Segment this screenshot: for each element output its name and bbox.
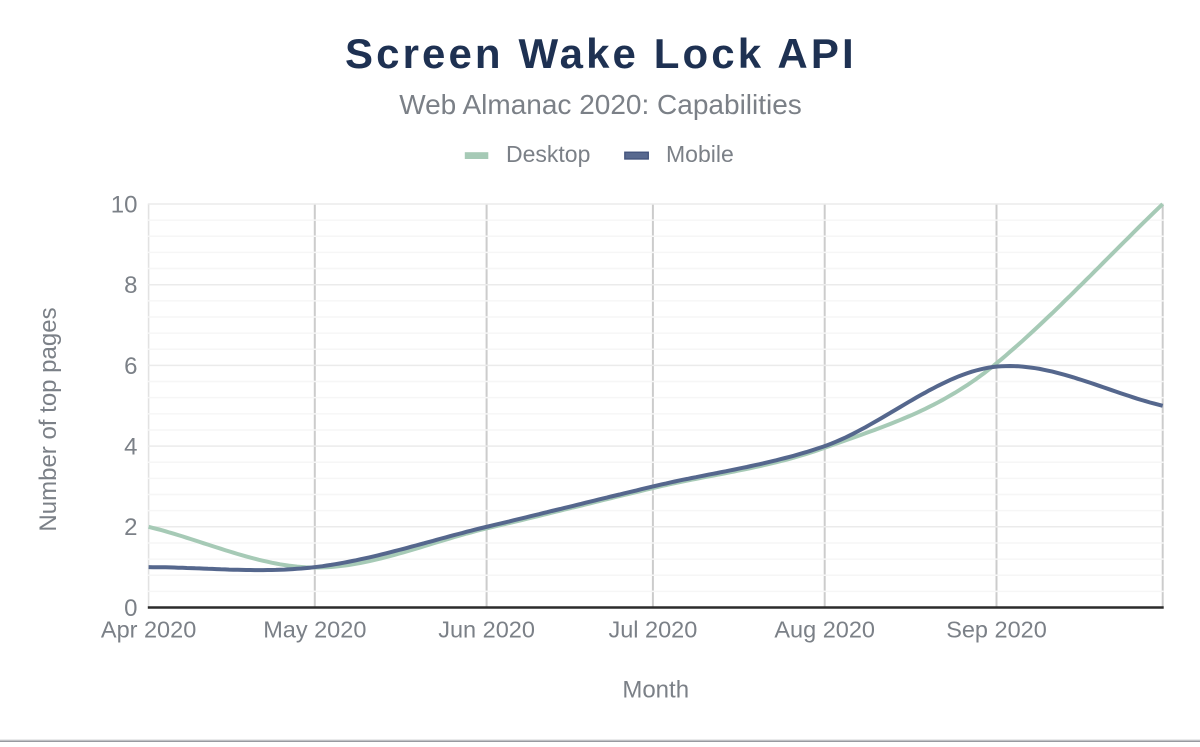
- svg-text:May 2020: May 2020: [263, 617, 366, 643]
- svg-text:Month: Month: [622, 677, 689, 704]
- svg-text:Number of top pages: Number of top pages: [35, 307, 62, 531]
- svg-text:Jun 2020: Jun 2020: [438, 617, 535, 643]
- svg-text:6: 6: [124, 353, 137, 380]
- svg-text:Desktop: Desktop: [506, 141, 590, 167]
- svg-text:Mobile: Mobile: [666, 141, 734, 167]
- svg-text:Jul 2020: Jul 2020: [608, 617, 697, 643]
- svg-text:Sep 2020: Sep 2020: [946, 617, 1047, 643]
- svg-text:10: 10: [111, 191, 138, 218]
- svg-text:Aug 2020: Aug 2020: [774, 617, 875, 643]
- svg-text:Screen Wake Lock API: Screen Wake Lock API: [345, 30, 857, 77]
- svg-text:2: 2: [124, 514, 137, 541]
- svg-text:Web Almanac 2020: Capabilities: Web Almanac 2020: Capabilities: [399, 89, 802, 120]
- svg-text:4: 4: [124, 434, 137, 461]
- svg-text:0: 0: [124, 595, 137, 622]
- svg-text:Apr 2020: Apr 2020: [101, 617, 196, 643]
- svg-text:8: 8: [124, 272, 137, 299]
